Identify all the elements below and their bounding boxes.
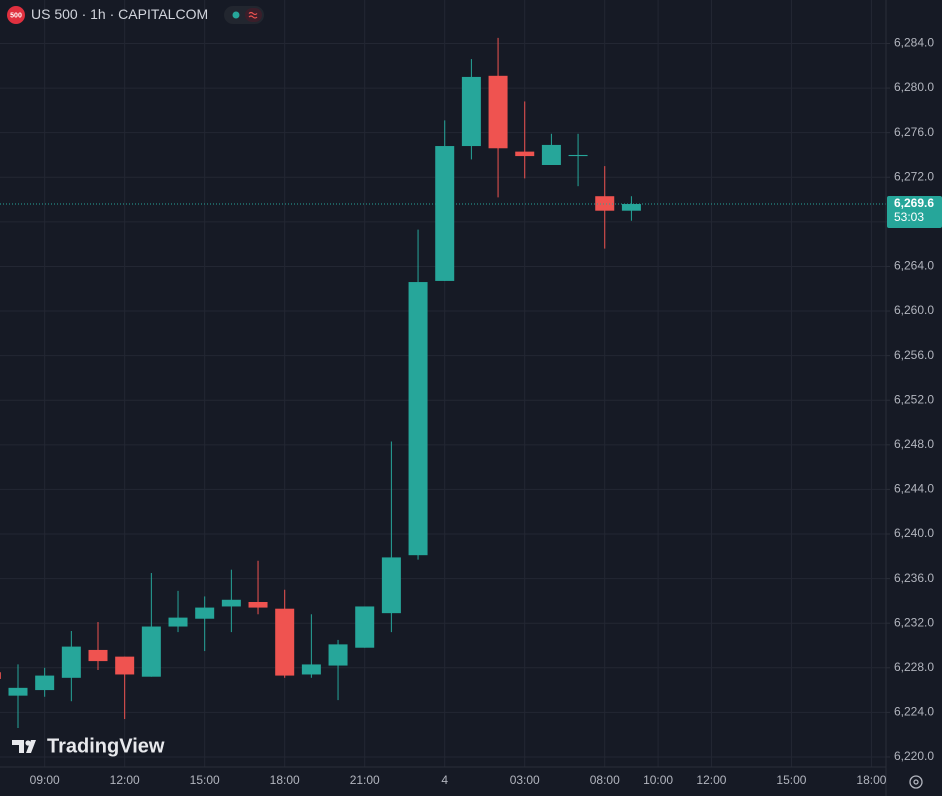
- x-tick-label: 21:00: [350, 773, 380, 787]
- y-tick-label: 6,272.0: [894, 169, 934, 183]
- axes: 6,220.0 6,224.0 6,228.0 6,232.0 6,236.0 6,240…: [30, 36, 942, 787]
- last-price-tag: [887, 196, 942, 229]
- x-tick-label: 15:00: [190, 773, 220, 787]
- header: 500 US 500 · 1h · CAPITALCOM: [7, 6, 264, 24]
- market-status: [232, 11, 240, 19]
- candle-body: [595, 196, 615, 211]
- watermark-text: TradingView: [47, 735, 165, 757]
- x-tick-label: 12:00: [696, 773, 726, 787]
- watermark: TradingView: [12, 735, 165, 757]
- candle-body: [621, 204, 641, 211]
- candle-body: [248, 602, 268, 608]
- last-price-label: 6,269.6: [894, 196, 934, 210]
- y-tick-label: 6,232.0: [894, 615, 934, 629]
- candle-body: [168, 617, 188, 627]
- candle-body: [195, 607, 215, 619]
- y-tick-label: 6,220.0: [894, 749, 934, 763]
- candle-body: [568, 154, 588, 157]
- candle-body: [408, 282, 428, 556]
- symbol-badge: [7, 6, 25, 24]
- y-tick-label: 6,244.0: [894, 482, 934, 496]
- x-tick-label: 4: [441, 773, 448, 787]
- candle-body: [115, 656, 135, 675]
- settings-icon[interactable]: [909, 775, 923, 789]
- candle-body: [461, 76, 481, 147]
- y-tick-label: 6,240.0: [894, 526, 934, 540]
- candle-body: [88, 649, 108, 662]
- x-tick-label: 15:00: [776, 773, 806, 787]
- candle-body: [435, 146, 455, 281]
- delay-wave: [248, 11, 258, 19]
- candle-body: [141, 626, 161, 677]
- chart-title: US 500 · 1h · CAPITALCOM: [31, 6, 208, 22]
- x-tick-label: 09:00: [30, 773, 60, 787]
- x-tick-label: 18:00: [856, 773, 886, 787]
- candle-body: [515, 151, 535, 157]
- candle-body: [61, 646, 81, 678]
- candle-body: [488, 75, 508, 149]
- y-tick-label: 6,284.0: [894, 36, 934, 50]
- y-tick-label: 6,248.0: [894, 437, 934, 451]
- y-tick-label: 6,228.0: [894, 660, 934, 674]
- y-tick-label: 6,280.0: [894, 80, 934, 94]
- candle-body: [221, 599, 241, 607]
- y-tick-label: 6,276.0: [894, 125, 934, 139]
- settings-icon-center: [913, 779, 919, 785]
- y-tick-label: 6,256.0: [894, 348, 934, 362]
- x-tick-label: 18:00: [270, 773, 300, 787]
- y-tick-label: 6,264.0: [894, 259, 934, 273]
- settings[interactable]: [909, 775, 923, 789]
- candles: [0, 37, 886, 728]
- candle-body: [355, 606, 375, 648]
- x-tick-label: 03:00: [510, 773, 540, 787]
- y-tick-label: 6,260.0: [894, 303, 934, 317]
- y-tick-label: 6,252.0: [894, 392, 934, 406]
- candle-body: [328, 644, 348, 666]
- candle-body: [8, 687, 28, 696]
- candle-body: [0, 672, 1, 679]
- delay-icon: [245, 8, 262, 22]
- tv-logo-dot: [25, 740, 31, 746]
- badge-text: 500: [10, 12, 22, 19]
- candle-body: [35, 675, 55, 691]
- candle-body: [301, 664, 321, 675]
- x-tick-label: 10:00: [643, 773, 673, 787]
- countdown: 53:03: [894, 210, 924, 224]
- candle-body: [275, 608, 295, 676]
- y-tick-label: 6,224.0: [894, 705, 934, 719]
- candle-body: [541, 144, 561, 165]
- x-tick-label: 08:00: [590, 773, 620, 787]
- x-tick-label: 12:00: [110, 773, 140, 787]
- y-tick-label: 6,236.0: [894, 571, 934, 585]
- candle-body: [381, 557, 401, 614]
